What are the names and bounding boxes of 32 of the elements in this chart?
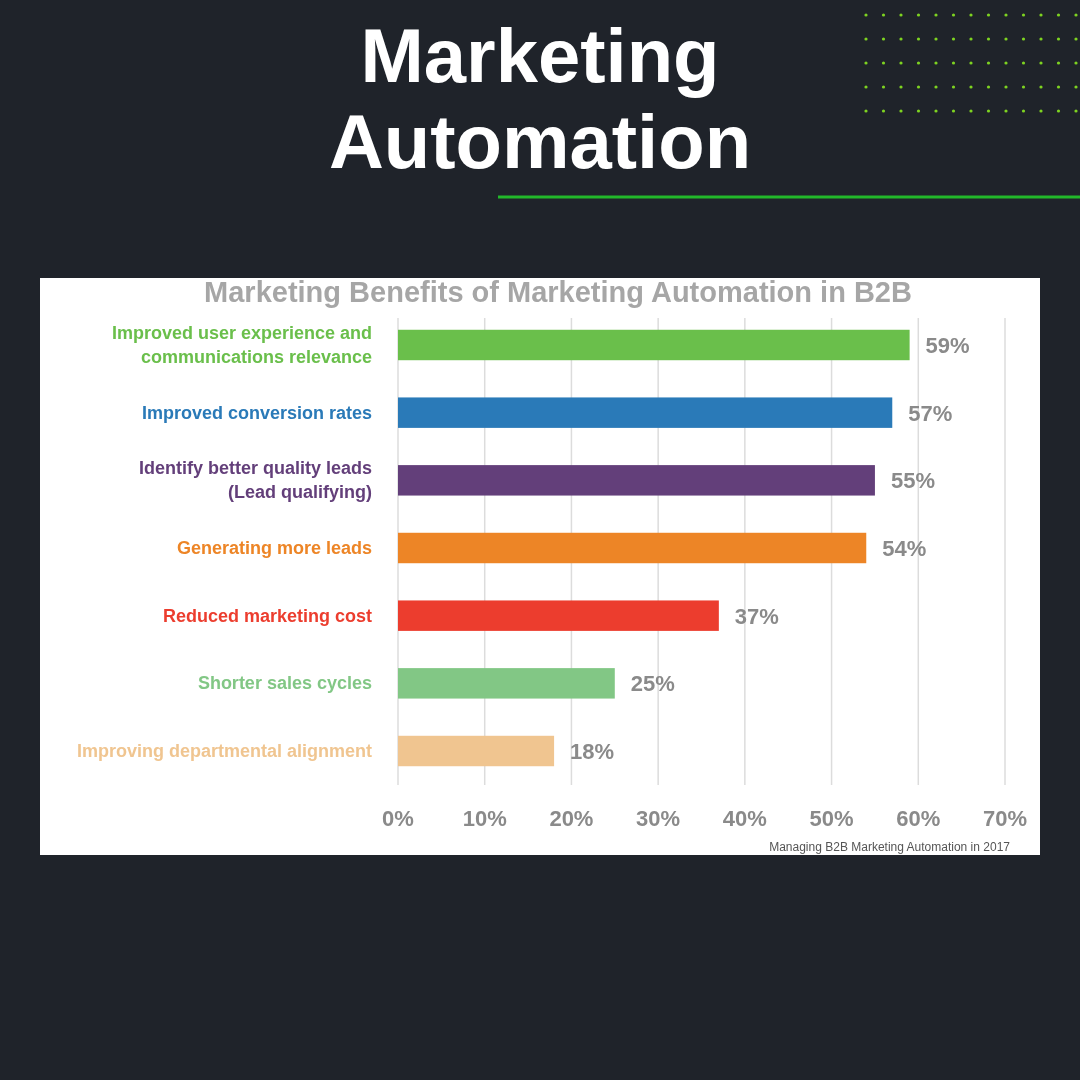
x-tick-label: 0% bbox=[382, 806, 414, 831]
bar bbox=[398, 397, 893, 428]
data-label: 25% bbox=[630, 671, 675, 697]
x-tick-label: 10% bbox=[462, 806, 507, 831]
bar bbox=[398, 600, 719, 631]
data-label: 57% bbox=[908, 400, 953, 426]
y-tick-label: Identify better quality leads (Lead qualifying) bbox=[138, 458, 373, 503]
y-tick-label: Improving departmental alignment bbox=[76, 741, 372, 762]
x-tick-label: 60% bbox=[896, 806, 941, 831]
x-tick-label: 20% bbox=[549, 806, 594, 831]
y-tick-label: Reduced marketing cost bbox=[162, 605, 372, 626]
x-tick-label: 30% bbox=[636, 806, 681, 831]
y-tick-label: Improved user experience and communications relevance bbox=[111, 322, 372, 367]
y-tick-label: Shorter sales cycles bbox=[197, 673, 372, 694]
bar bbox=[398, 668, 615, 699]
bar bbox=[398, 532, 867, 564]
text: Managing B2B Marketing Automation in 2017 bbox=[769, 840, 1011, 854]
bar bbox=[398, 329, 910, 361]
data-label: 37% bbox=[734, 603, 779, 629]
data-label: 18% bbox=[570, 739, 615, 765]
x-tick-label: 50% bbox=[809, 806, 854, 831]
chart-subtitle: Marketing Benefits of Marketing Automation in B2B bbox=[204, 276, 912, 308]
x-tick-label: 70% bbox=[982, 806, 1028, 831]
y-tick-label: Generating more leads bbox=[176, 538, 372, 558]
chart-title: Marketing Automation bbox=[328, 13, 752, 184]
x-tick-label: 40% bbox=[722, 806, 767, 831]
data-label: 59% bbox=[925, 332, 970, 358]
bar bbox=[398, 465, 875, 496]
data-label: 55% bbox=[890, 468, 935, 494]
y-tick-label: Improved conversion rates bbox=[141, 402, 372, 423]
data-label: 54% bbox=[882, 536, 927, 561]
bar bbox=[398, 735, 555, 767]
